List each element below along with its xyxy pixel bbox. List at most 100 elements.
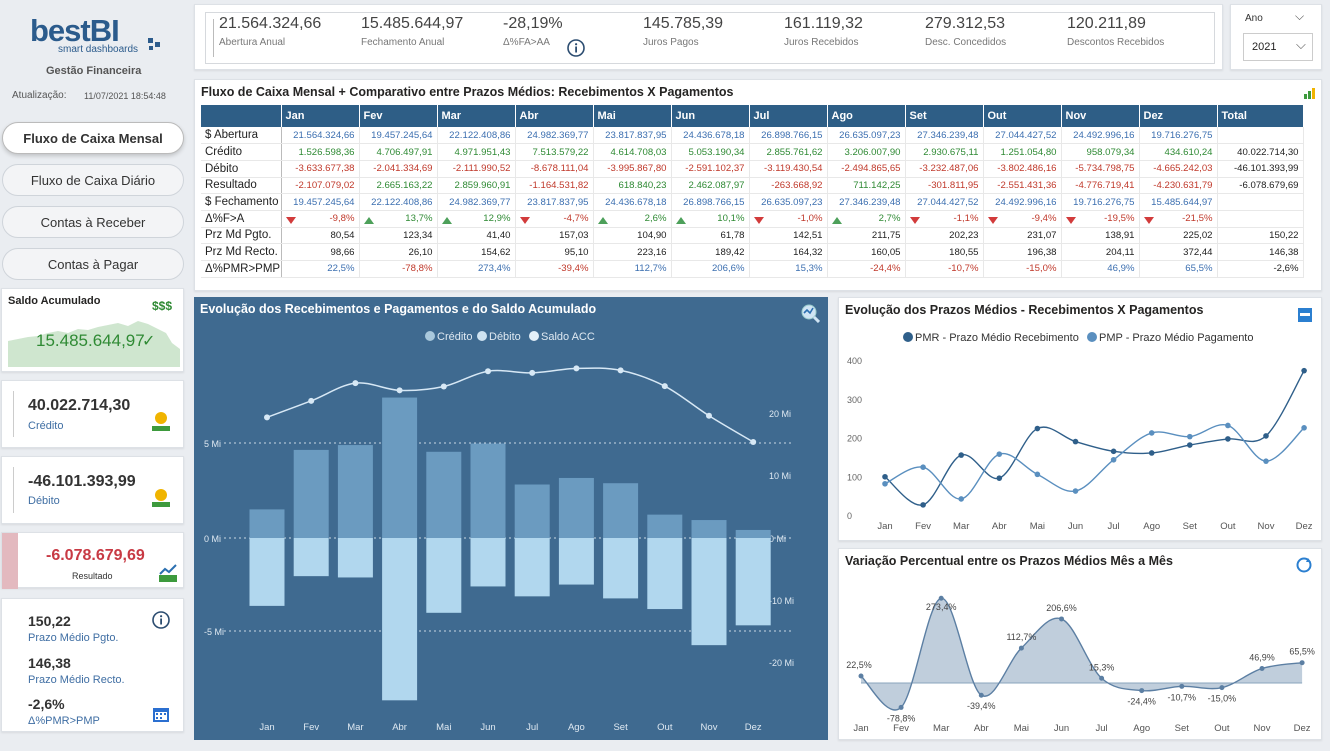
table-header[interactable]: Mai — [593, 105, 672, 127]
pmp-point[interactable] — [882, 480, 888, 487]
table-header[interactable]: Jan — [281, 105, 360, 127]
year-select[interactable]: 2021 ⌵ — [1243, 33, 1313, 61]
bar-credito[interactable] — [514, 484, 550, 538]
pmp-point[interactable] — [1110, 456, 1117, 463]
bar-debito[interactable] — [293, 538, 329, 577]
bar-debito[interactable] — [691, 538, 727, 646]
variacao-point[interactable] — [1259, 665, 1265, 671]
saldo-point[interactable] — [308, 397, 315, 404]
table-header[interactable]: Nov — [1061, 105, 1140, 127]
pmp-point[interactable] — [1225, 422, 1231, 429]
nav-fluxo-diario[interactable]: Fluxo de Caixa Diário — [2, 164, 184, 196]
variacao-point[interactable] — [1299, 660, 1305, 666]
pmr-point[interactable] — [996, 475, 1003, 481]
table-header[interactable]: Ago — [827, 105, 906, 127]
chart-export-icon[interactable] — [1303, 86, 1317, 100]
refresh-icon[interactable] — [1295, 556, 1313, 574]
pmp-point[interactable] — [1148, 430, 1155, 436]
saldo-point[interactable] — [396, 387, 403, 394]
info-icon[interactable] — [152, 611, 170, 629]
bar-debito[interactable] — [249, 538, 285, 606]
pmp-point[interactable] — [1034, 471, 1041, 478]
bar-credito[interactable] — [647, 514, 683, 538]
saldo-point[interactable] — [573, 365, 580, 372]
table-header[interactable] — [201, 105, 282, 127]
chevron-down-icon[interactable]: ⌵ — [1295, 9, 1305, 23]
pmp-point[interactable] — [920, 464, 926, 471]
table-header[interactable]: Abr — [515, 105, 594, 127]
table-header[interactable]: Jun — [671, 105, 750, 127]
variacao-point[interactable] — [1139, 688, 1145, 694]
bar-credito[interactable] — [603, 483, 639, 538]
pmp-point[interactable] — [958, 496, 964, 502]
bar-debito[interactable] — [514, 538, 550, 597]
saldo-point[interactable] — [750, 438, 757, 445]
pmr-point[interactable] — [882, 473, 888, 480]
table-header[interactable]: Fev — [359, 105, 438, 127]
pmr-point[interactable] — [1034, 425, 1041, 432]
pmr-point[interactable] — [1187, 442, 1193, 448]
bar-debito[interactable] — [382, 538, 418, 701]
pmp-point[interactable] — [1187, 433, 1193, 440]
bar-debito[interactable] — [603, 538, 639, 599]
bar-credito[interactable] — [691, 520, 727, 538]
saldo-point[interactable] — [352, 380, 359, 387]
info-icon[interactable] — [567, 39, 585, 57]
bar-credito[interactable] — [426, 451, 462, 538]
table-header[interactable]: Total — [1217, 105, 1304, 127]
bar-credito[interactable] — [293, 449, 329, 538]
pmr-point[interactable] — [1225, 436, 1231, 442]
pmp-point[interactable] — [996, 451, 1003, 457]
bar-debito[interactable] — [735, 538, 771, 626]
variacao-point[interactable] — [1099, 675, 1105, 681]
table-cell: 157,03 — [515, 227, 594, 245]
bar-debito[interactable] — [647, 538, 683, 610]
variacao-point[interactable] — [938, 595, 944, 601]
nav-contas-receber[interactable]: Contas à Receber — [2, 206, 184, 238]
table-view-icon[interactable] — [1297, 307, 1313, 323]
bar-debito[interactable] — [337, 538, 373, 578]
saldo-point[interactable] — [617, 367, 624, 374]
pmp-point[interactable] — [1301, 425, 1307, 431]
table-header[interactable]: Dez — [1139, 105, 1218, 127]
variacao-point[interactable] — [1219, 685, 1225, 691]
saldo-point[interactable] — [485, 368, 491, 375]
bar-credito[interactable] — [337, 445, 373, 538]
pmr-point[interactable] — [920, 502, 926, 508]
saldo-point[interactable] — [661, 383, 668, 390]
pmr-point[interactable] — [1148, 450, 1155, 456]
variacao-point[interactable] — [1018, 645, 1024, 651]
bar-credito[interactable] — [470, 443, 506, 538]
pmr-point[interactable] — [1263, 433, 1269, 439]
saldo-point[interactable] — [440, 383, 447, 390]
saldo-point[interactable] — [706, 412, 712, 419]
variacao-point[interactable] — [1179, 683, 1185, 689]
variacao-point[interactable] — [1059, 616, 1064, 622]
nav-contas-pagar[interactable]: Contas à Pagar — [2, 248, 184, 280]
table-header[interactable]: Set — [905, 105, 984, 127]
bar-credito[interactable] — [382, 397, 418, 538]
table-header[interactable]: Out — [983, 105, 1062, 127]
bar-debito[interactable] — [470, 538, 506, 587]
bar-debito[interactable] — [426, 538, 462, 613]
variacao-point[interactable] — [898, 704, 904, 710]
table-header[interactable]: Jul — [749, 105, 828, 127]
pmp-point[interactable] — [1263, 458, 1269, 464]
search-icon[interactable] — [800, 303, 820, 323]
bar-debito[interactable] — [558, 538, 594, 585]
pmr-point[interactable] — [1072, 438, 1079, 445]
table-header[interactable]: Mar — [437, 105, 516, 127]
bar-credito[interactable] — [735, 529, 771, 538]
nav-fluxo-mensal[interactable]: Fluxo de Caixa Mensal — [2, 122, 184, 154]
variacao-point[interactable] — [858, 673, 864, 679]
pmp-point[interactable] — [1072, 488, 1079, 494]
variacao-point[interactable] — [978, 692, 984, 698]
saldo-point[interactable] — [264, 414, 270, 421]
saldo-point[interactable] — [529, 369, 536, 376]
pmr-point[interactable] — [958, 452, 964, 458]
chart1-title: Evolução dos Recebimentos e Pagamentos e… — [200, 302, 597, 316]
bar-credito[interactable] — [249, 509, 285, 538]
pmr-point[interactable] — [1301, 367, 1307, 374]
bar-credito[interactable] — [558, 477, 594, 538]
pmr-point[interactable] — [1110, 448, 1117, 455]
